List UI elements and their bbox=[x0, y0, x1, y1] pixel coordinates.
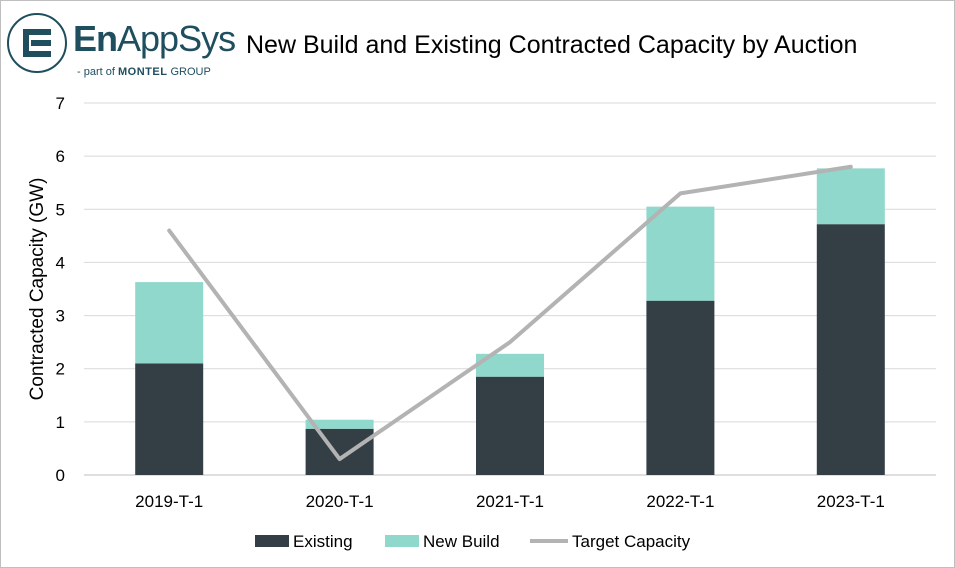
y-tick-label-6: 6 bbox=[56, 147, 65, 166]
bar-existing-2021-T-1 bbox=[476, 376, 544, 475]
legend-label-target-capacity: Target Capacity bbox=[572, 532, 691, 551]
legend-label-existing: Existing bbox=[293, 532, 353, 551]
logo-wordmark: EnAppSys bbox=[73, 18, 236, 59]
bar-new-build-2022-T-1 bbox=[646, 206, 715, 301]
bar-new-build-2023-T-1 bbox=[816, 168, 885, 225]
y-tick-label-0: 0 bbox=[56, 466, 65, 485]
y-tick-label-3: 3 bbox=[56, 307, 65, 326]
bar-new-build-2019-T-1 bbox=[135, 282, 204, 364]
y-tick-label-2: 2 bbox=[56, 360, 65, 379]
logo-wordmark-bold: En bbox=[73, 18, 118, 59]
bar-existing-2020-T-1 bbox=[305, 428, 374, 475]
bar-existing-2019-T-1 bbox=[135, 363, 204, 475]
y-tick-label-5: 5 bbox=[56, 200, 65, 219]
y-tick-label-4: 4 bbox=[56, 253, 65, 272]
bar-existing-2022-T-1 bbox=[646, 300, 715, 475]
bar-new-build-2020-T-1 bbox=[305, 419, 374, 429]
enappsys-logo: EnAppSys - part of MONTEL GROUP bbox=[7, 11, 247, 83]
tagline-prefix: - part of bbox=[77, 66, 118, 78]
x-tick-label-2020-T-1: 2020-T-1 bbox=[306, 492, 374, 511]
y-axis-title: Contracted Capacity (GW) bbox=[27, 178, 48, 401]
logo-mark-icon bbox=[7, 13, 67, 73]
bar-existing-2023-T-1 bbox=[816, 224, 885, 475]
x-tick-label-2022-T-1: 2022-T-1 bbox=[646, 492, 714, 511]
tagline-brand: MONTEL bbox=[117, 66, 168, 78]
tagline-suffix: GROUP bbox=[167, 66, 211, 78]
x-tick-label-2021-T-1: 2021-T-1 bbox=[476, 492, 544, 511]
y-tick-label-7: 7 bbox=[56, 94, 65, 113]
line-target-capacity bbox=[167, 164, 853, 462]
legend-swatch-existing bbox=[255, 535, 289, 547]
x-tick-label-2023-T-1: 2023-T-1 bbox=[817, 492, 885, 511]
legend-label-new-build: New Build bbox=[423, 532, 500, 551]
x-tick-label-2019-T-1: 2019-T-1 bbox=[135, 492, 203, 511]
chart-title: New Build and Existing Contracted Capaci… bbox=[246, 31, 858, 59]
logo-tagline: - part of MONTEL GROUP bbox=[77, 66, 211, 78]
bar-new-build-2021-T-1 bbox=[476, 353, 544, 377]
y-tick-label-1: 1 bbox=[56, 413, 65, 432]
legend-swatch-new-build bbox=[385, 535, 419, 547]
logo-wordmark-light: AppSys bbox=[117, 18, 236, 59]
